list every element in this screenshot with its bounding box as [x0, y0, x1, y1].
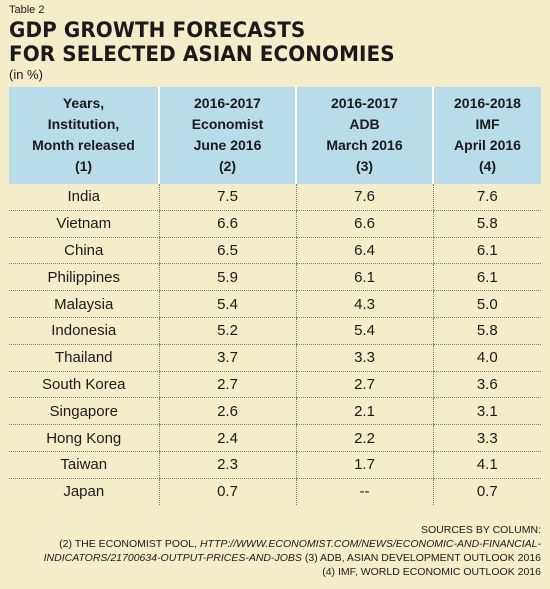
value-cell: 6.6: [158, 210, 296, 238]
value-cell: 4.0: [432, 344, 541, 372]
header-row: Years, Institution, Month released (1) 2…: [9, 87, 541, 184]
value-cell: 3.3: [295, 344, 433, 372]
value-cell: 5.8: [432, 210, 541, 238]
country-cell: Taiwan: [9, 451, 159, 479]
value-cell: 6.1: [432, 237, 541, 265]
value-cell: 2.7: [295, 371, 433, 399]
country-cell: China: [9, 237, 159, 265]
table-row: Taiwan 2.3 1.7 4.1: [9, 451, 541, 479]
country-cell: India: [9, 184, 159, 211]
table-row: India 7.5 7.6 7.6: [9, 184, 541, 211]
table-row: China 6.5 6.4 6.1: [9, 237, 541, 265]
value-cell: 2.6: [158, 397, 296, 426]
value-cell: 6.1: [432, 263, 541, 292]
value-cell: 7.6: [432, 184, 541, 211]
country-cell: Philippines: [9, 263, 159, 292]
country-cell: Indonesia: [9, 317, 159, 345]
header-cell: 2016-2017 Economist June 2016 (2): [158, 87, 296, 184]
country-cell: Thailand: [9, 344, 159, 372]
value-cell: 7.5: [158, 184, 296, 211]
table-row: Malaysia 5.4 4.3 5.0: [9, 290, 541, 318]
value-cell: 4.3: [295, 290, 433, 318]
value-cell: --: [295, 478, 433, 505]
sources-note: Sources by column: (2) The Economist Poo…: [9, 523, 541, 579]
country-cell: Vietnam: [9, 210, 159, 238]
sources-heading: Sources by column:: [421, 524, 541, 536]
value-cell: 3.6: [432, 371, 541, 399]
table-row: Thailand 3.7 3.3 4.0: [9, 344, 541, 372]
value-cell: 3.3: [432, 424, 541, 452]
source-url: indicators/21700634-output-prices-and-jo…: [43, 552, 302, 564]
value-cell: 2.7: [158, 371, 296, 399]
table-row: South Korea 2.7 2.7 3.6: [9, 371, 541, 399]
table-row: Japan 0.7 -- 0.7: [9, 478, 541, 505]
sources-line-3: (4) IMF, World Economic Outlook 2016: [322, 566, 541, 578]
value-cell: 6.5: [158, 237, 296, 265]
value-cell: 5.4: [158, 290, 296, 318]
country-cell: Malaysia: [9, 290, 159, 318]
table-row: Singapore 2.6 2.1 3.1: [9, 397, 541, 426]
value-cell: 7.6: [295, 184, 433, 211]
value-cell: 6.6: [295, 210, 433, 238]
country-cell: Singapore: [9, 397, 159, 426]
title-line-1: GDP GROWTH FORECASTS: [9, 18, 306, 42]
sources-line-1: (2) The Economist Pool, http://www.econo…: [59, 538, 541, 550]
value-cell: 2.3: [158, 451, 296, 479]
header-cell: 2016-2017 ADB March 2016 (3): [295, 87, 433, 184]
value-cell: 6.1: [295, 263, 433, 292]
page-title: GDP GROWTH FORECASTS FOR SELECTED ASIAN …: [9, 18, 514, 66]
unit-label: (in %): [9, 67, 43, 82]
value-cell: 2.2: [295, 424, 433, 452]
country-cell: South Korea: [9, 371, 159, 399]
value-cell: 5.9: [158, 263, 296, 292]
country-cell: Hong Kong: [9, 424, 159, 452]
value-cell: 6.4: [295, 237, 433, 265]
source-url: http://www.economist.com/news/economic-a…: [199, 538, 541, 550]
value-cell: 5.2: [158, 317, 296, 345]
value-cell: 4.1: [432, 451, 541, 479]
table-row: Philippines 5.9 6.1 6.1: [9, 263, 541, 292]
value-cell: 3.7: [158, 344, 296, 372]
table-row: Hong Kong 2.4 2.2 3.3: [9, 424, 541, 452]
country-cell: Japan: [63, 483, 105, 501]
value-cell: 2.4: [158, 424, 296, 452]
value-cell: 5.4: [295, 317, 433, 345]
forecast-table: Years, Institution, Month released (1) 2…: [9, 87, 541, 505]
table-row: Vietnam 6.6 6.6 5.8: [9, 210, 541, 238]
table-row: Indonesia 5.2 5.4 5.8: [9, 317, 541, 345]
value-cell: 5.0: [432, 290, 541, 318]
value-cell: 1.7: [295, 451, 433, 479]
sources-line-2: indicators/21700634-output-prices-and-jo…: [43, 552, 541, 564]
header-cell: 2016-2018 IMF April 2016 (4): [432, 87, 541, 184]
value-cell: 3.1: [432, 397, 541, 426]
table-label: Table 2: [9, 4, 45, 16]
value-cell: 0.7: [432, 478, 541, 505]
value-cell: 0.7: [158, 478, 296, 505]
value-cell: 2.1: [295, 397, 433, 426]
value-cell: 5.8: [432, 317, 541, 345]
title-line-2: FOR SELECTED ASIAN ECONOMIES: [9, 42, 395, 66]
header-cell: Years, Institution, Month released (1): [9, 87, 159, 184]
